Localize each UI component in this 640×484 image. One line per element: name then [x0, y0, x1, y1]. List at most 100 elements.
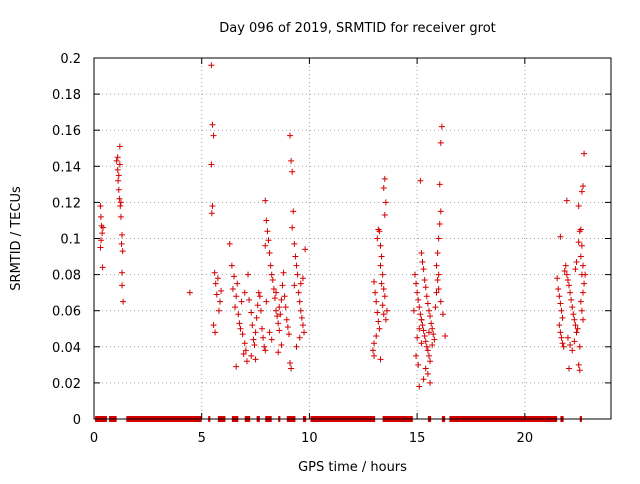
data-point: [373, 298, 380, 305]
data-point: [431, 336, 438, 343]
data-point: [422, 284, 429, 291]
data-point: [226, 240, 233, 247]
data-point: [564, 334, 571, 341]
data-point: [572, 322, 579, 329]
data-point: [381, 212, 388, 219]
data-point: [254, 302, 261, 309]
data-point: [575, 361, 582, 368]
data-point: [99, 230, 106, 237]
data-point: [119, 282, 126, 289]
data-point: [423, 343, 430, 350]
data-point: [292, 253, 299, 260]
data-point: [372, 289, 379, 296]
x-tick-label: 10: [301, 431, 318, 446]
data-point: [256, 293, 263, 300]
data-point: [576, 343, 583, 350]
data-point: [241, 289, 248, 296]
data-point: [293, 343, 300, 350]
data-point: [212, 280, 219, 287]
data-point: [296, 334, 303, 341]
data-point: [120, 298, 127, 305]
data-point: [437, 208, 444, 215]
data-point: [377, 262, 384, 269]
data-point: [248, 309, 255, 316]
data-point: [559, 340, 566, 347]
data-point: [563, 271, 570, 278]
data-point: [275, 320, 282, 327]
data-point: [217, 298, 224, 305]
data-point: [439, 311, 446, 318]
data-point: [577, 253, 584, 260]
data-point: [555, 286, 562, 293]
data-point: [416, 304, 423, 311]
data-point: [371, 352, 378, 359]
data-point: [427, 379, 434, 386]
data-point: [243, 358, 250, 365]
data-point: [301, 329, 308, 336]
data-point: [375, 318, 382, 325]
data-point: [218, 287, 225, 294]
data-point: [581, 280, 588, 287]
data-point: [210, 132, 217, 139]
y-tick-label: 0.14: [52, 160, 81, 175]
data-point: [416, 383, 423, 390]
data-point: [263, 217, 270, 224]
data-point: [210, 322, 217, 329]
data-point: [380, 286, 387, 293]
data-point: [100, 224, 107, 231]
data-point: [561, 267, 568, 274]
data-point: [246, 296, 253, 303]
data-point: [241, 340, 248, 347]
data-point: [253, 314, 260, 321]
data-point: [415, 361, 422, 368]
x-tick-label: 20: [517, 431, 534, 446]
x-tick-label: 15: [409, 431, 426, 446]
data-point: [420, 266, 427, 273]
data-point: [556, 293, 563, 300]
data-point: [278, 341, 285, 348]
data-point: [560, 343, 567, 350]
data-point: [115, 177, 122, 184]
data-point: [579, 183, 586, 190]
data-point: [268, 271, 275, 278]
data-point: [569, 347, 576, 354]
data-point: [429, 341, 436, 348]
data-point: [229, 286, 236, 293]
data-point: [242, 347, 249, 354]
data-point: [116, 143, 123, 150]
data-point: [235, 311, 242, 318]
data-point: [425, 307, 432, 314]
data-point: [436, 181, 443, 188]
data-point: [423, 293, 430, 300]
data-point: [97, 244, 104, 251]
data-point: [413, 280, 420, 287]
data-point: [554, 275, 561, 282]
data-point: [575, 203, 582, 210]
data-point: [208, 62, 215, 69]
x-tick-label: 0: [90, 431, 98, 446]
data-point: [114, 154, 121, 161]
data-point: [293, 262, 300, 269]
data-point: [565, 365, 572, 372]
data-point: [260, 334, 267, 341]
x-tick-label: 5: [198, 431, 206, 446]
data-point: [380, 311, 387, 318]
y-tick-label: 0.02: [52, 377, 81, 392]
data-point: [438, 123, 445, 130]
data-point: [287, 360, 294, 367]
data-point: [567, 289, 574, 296]
data-point: [435, 271, 442, 278]
data-point: [240, 351, 247, 358]
data-point: [231, 273, 238, 280]
data-point: [579, 262, 586, 269]
data-point: [186, 289, 193, 296]
y-tick-label: 0: [73, 413, 81, 428]
data-point: [278, 296, 285, 303]
data-point: [567, 341, 574, 348]
data-point: [371, 340, 378, 347]
data-point: [434, 277, 441, 284]
data-point: [97, 203, 104, 210]
data-point: [295, 289, 302, 296]
data-point: [575, 239, 582, 246]
